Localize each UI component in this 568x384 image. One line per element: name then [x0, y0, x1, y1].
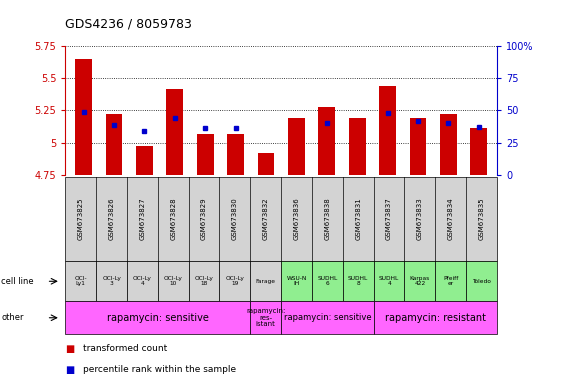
Text: rapamycin: resistant: rapamycin: resistant	[385, 313, 486, 323]
Bar	[166, 89, 183, 175]
Text: GSM673830: GSM673830	[232, 197, 238, 240]
Text: WSU-N
IH: WSU-N IH	[286, 276, 307, 286]
Bar	[349, 118, 366, 175]
Bar	[75, 59, 92, 175]
Text: Pfeiff
er: Pfeiff er	[443, 276, 458, 286]
Text: GSM673836: GSM673836	[294, 197, 299, 240]
Text: OCI-Ly
18: OCI-Ly 18	[195, 276, 214, 286]
Text: GSM673831: GSM673831	[355, 197, 361, 240]
Text: rapamycin: sensitive: rapamycin: sensitive	[107, 313, 209, 323]
Bar	[227, 134, 244, 175]
Bar	[379, 86, 396, 175]
Text: GSM673837: GSM673837	[386, 197, 392, 240]
Text: Farage: Farage	[256, 279, 275, 284]
Text: transformed count: transformed count	[83, 344, 168, 353]
Text: cell line: cell line	[1, 277, 34, 286]
Text: Toledo: Toledo	[472, 279, 491, 284]
Text: GSM673826: GSM673826	[108, 197, 115, 240]
Bar	[288, 118, 304, 175]
Text: GSM673827: GSM673827	[139, 197, 145, 240]
Bar	[258, 153, 274, 175]
Text: GDS4236 / 8059783: GDS4236 / 8059783	[65, 18, 192, 31]
Bar	[106, 114, 122, 175]
Text: GSM673832: GSM673832	[263, 197, 269, 240]
Text: GSM673828: GSM673828	[170, 197, 176, 240]
Text: ■: ■	[65, 344, 74, 354]
Text: OCI-Ly
10: OCI-Ly 10	[164, 276, 183, 286]
Text: OCI-Ly
4: OCI-Ly 4	[133, 276, 152, 286]
Bar	[136, 146, 153, 175]
Text: GSM673833: GSM673833	[417, 197, 423, 240]
Text: ■: ■	[65, 365, 74, 375]
Text: SUDHL
4: SUDHL 4	[379, 276, 399, 286]
Bar	[410, 118, 427, 175]
Bar	[440, 114, 457, 175]
Text: GSM673838: GSM673838	[324, 197, 331, 240]
Bar	[470, 128, 487, 175]
Text: GSM673829: GSM673829	[201, 197, 207, 240]
Text: SUDHL
8: SUDHL 8	[348, 276, 369, 286]
Text: rapamycin: sensitive: rapamycin: sensitive	[283, 313, 371, 322]
Text: other: other	[1, 313, 24, 322]
Text: OCI-
Ly1: OCI- Ly1	[74, 276, 87, 286]
Text: GSM673834: GSM673834	[448, 197, 454, 240]
Text: OCI-Ly
3: OCI-Ly 3	[102, 276, 121, 286]
Text: OCI-Ly
19: OCI-Ly 19	[225, 276, 244, 286]
Text: GSM673835: GSM673835	[479, 197, 485, 240]
Text: SUDHL
6: SUDHL 6	[318, 276, 337, 286]
Bar	[197, 134, 214, 175]
Text: Karpas
422: Karpas 422	[410, 276, 430, 286]
Text: percentile rank within the sample: percentile rank within the sample	[83, 365, 237, 374]
Text: rapamycin:
res-
istant: rapamycin: res- istant	[246, 308, 286, 327]
Bar	[319, 106, 335, 175]
Text: GSM673825: GSM673825	[78, 198, 83, 240]
